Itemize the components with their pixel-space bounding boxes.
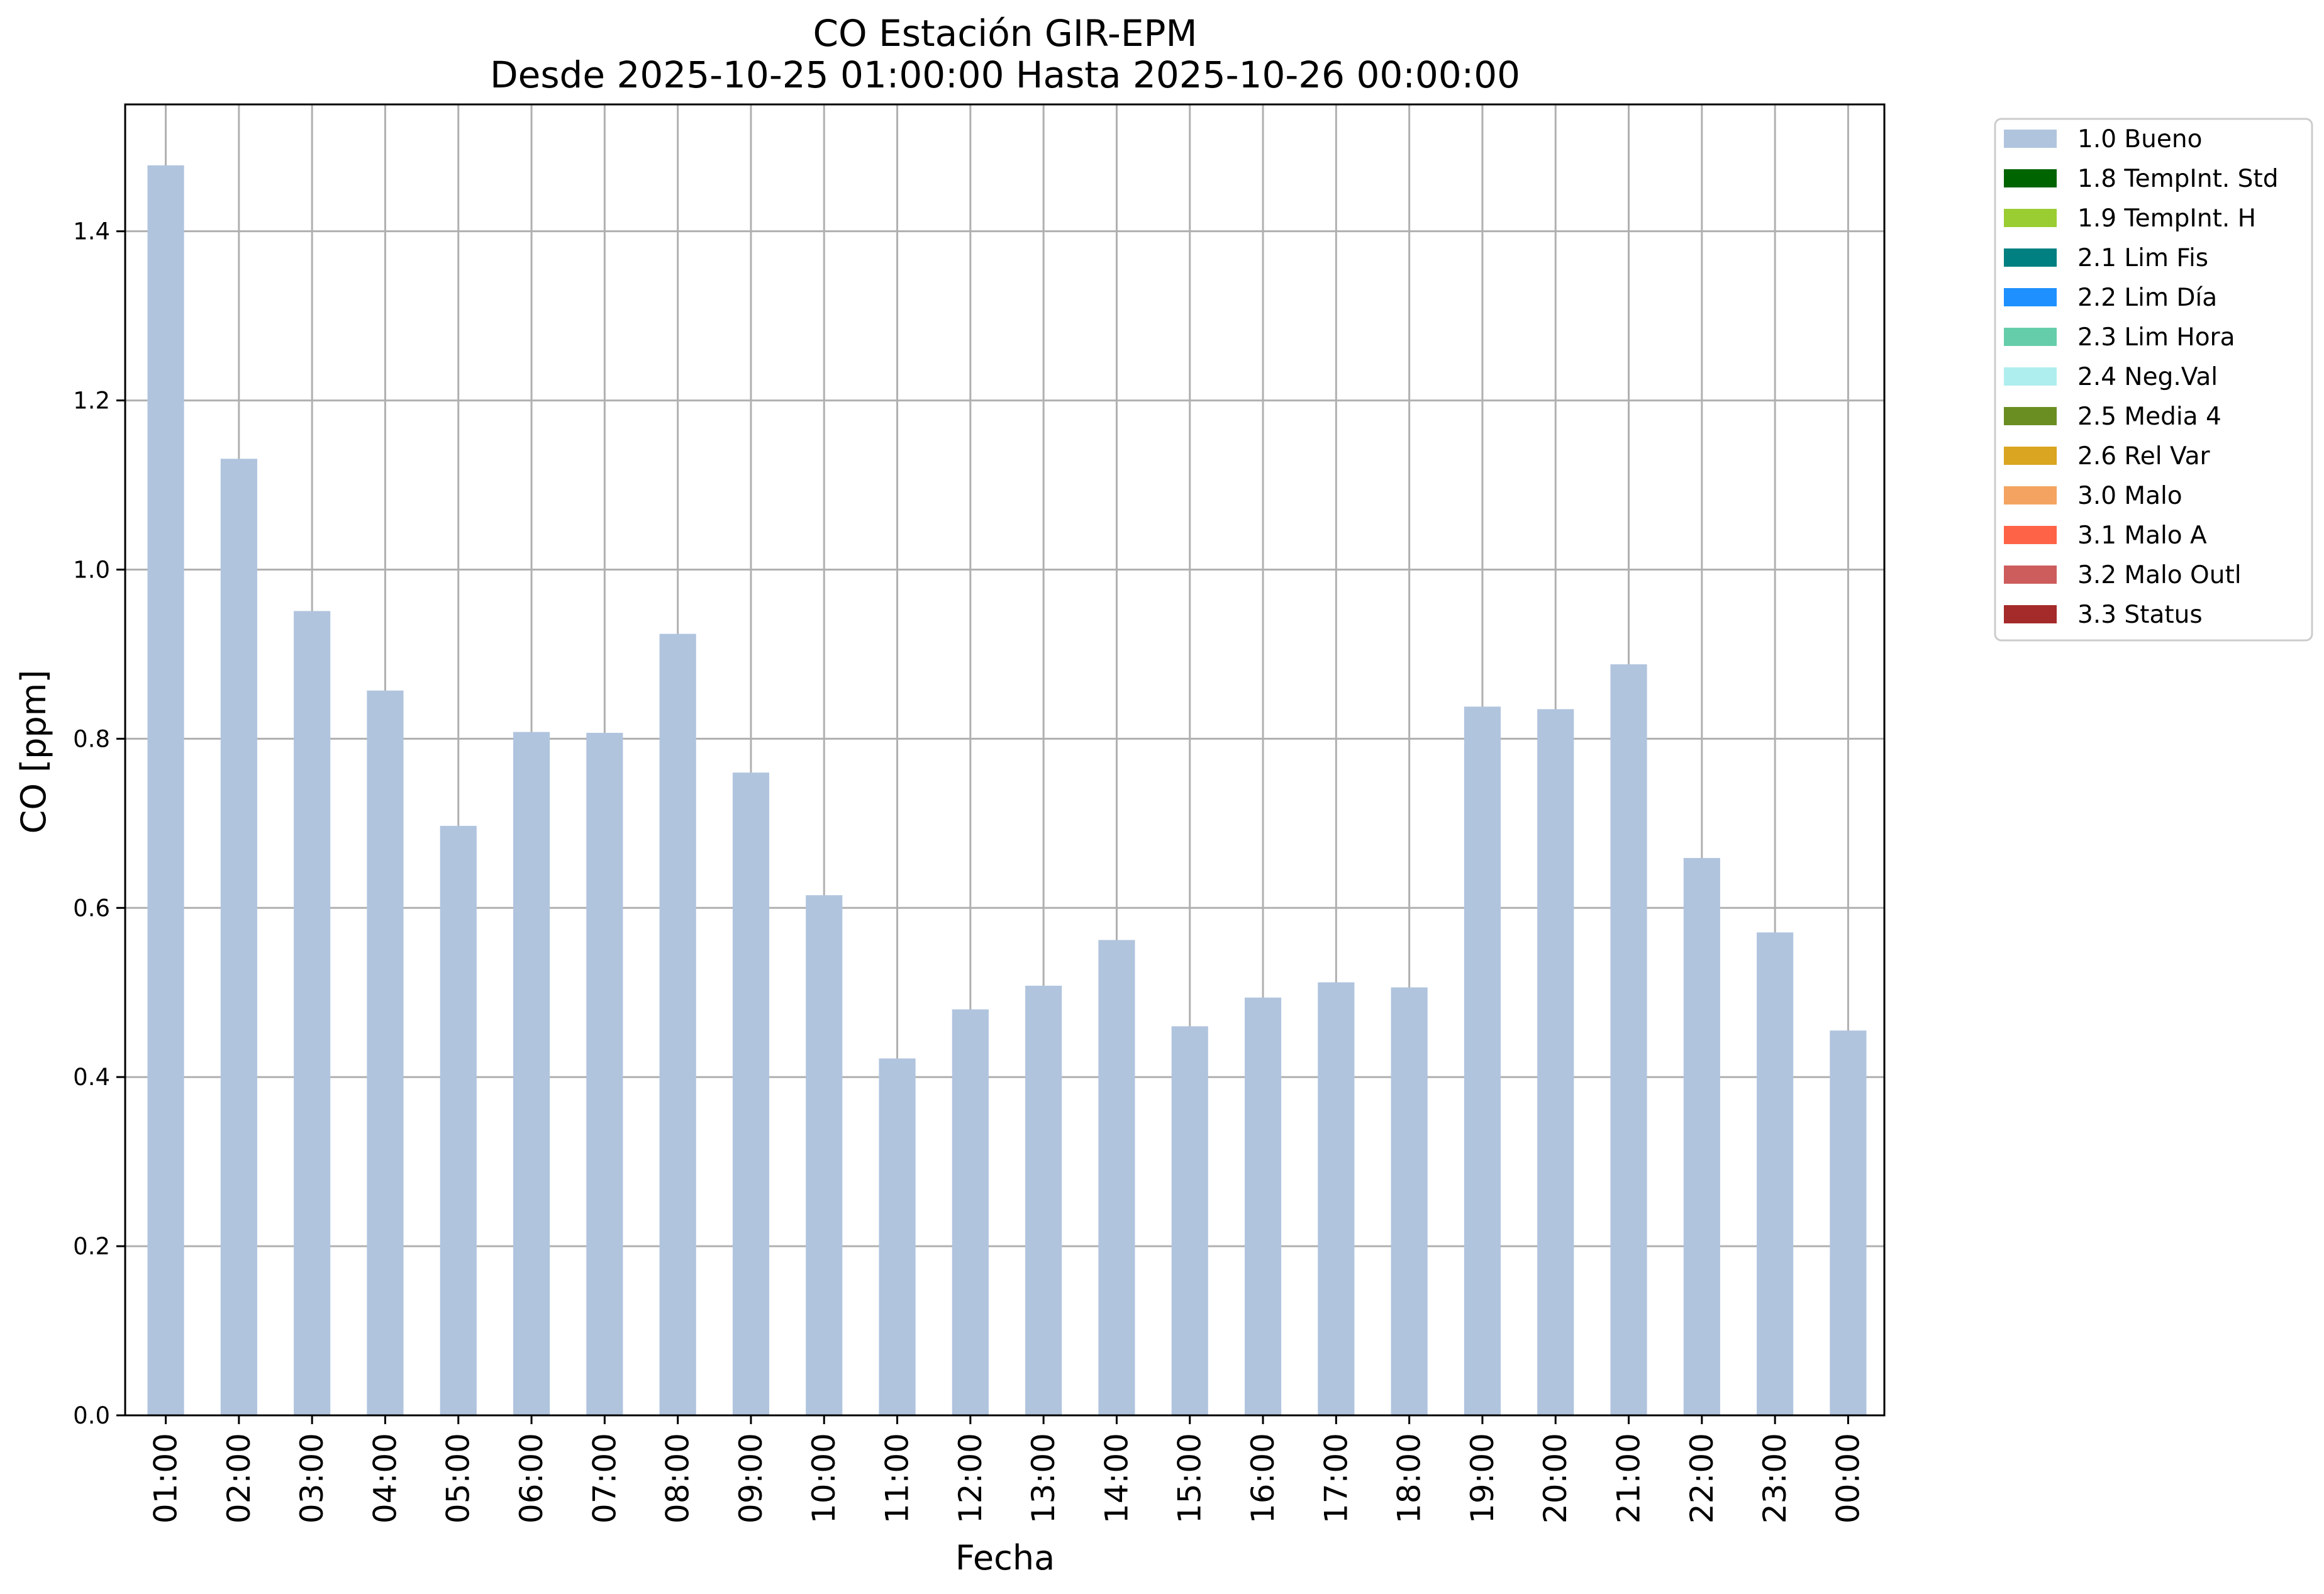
x-tick-label: 11:00	[879, 1433, 916, 1524]
legend-label: 2.5 Media 4	[2077, 403, 2221, 431]
bar	[1098, 940, 1135, 1415]
bar	[294, 611, 331, 1415]
bar	[147, 165, 184, 1415]
bar	[220, 459, 257, 1415]
x-tick-label: 15:00	[1172, 1433, 1208, 1524]
legend-swatch	[2004, 407, 2057, 425]
y-tick-label: 1.2	[73, 387, 110, 415]
legend-swatch	[2004, 328, 2057, 346]
y-tick-label: 0.8	[73, 725, 110, 752]
legend-label: 2.6 Rel Var	[2077, 442, 2211, 471]
legend: 1.0 Bueno 1.8 TempInt. Std 1.9 TempInt. H 2…	[1994, 118, 2313, 642]
bar	[952, 1009, 989, 1415]
legend-label: 3.2 Malo Outl	[2077, 561, 2242, 589]
x-tick-label: 03:00	[294, 1433, 330, 1524]
legend-label: 1.0 Bueno	[2077, 125, 2202, 153]
x-tick-label: 13:00	[1025, 1433, 1062, 1524]
bar	[1391, 987, 1428, 1415]
legend-swatch	[2004, 209, 2057, 227]
bar	[367, 690, 404, 1415]
legend-swatch	[2004, 605, 2057, 623]
y-tick-label: 0.4	[73, 1064, 110, 1091]
bar	[659, 633, 696, 1415]
bar	[1025, 985, 1062, 1415]
legend-swatch	[2004, 526, 2057, 544]
x-tick-label: 21:00	[1611, 1433, 1647, 1524]
bar	[1244, 997, 1282, 1415]
legend-label: 2.1 Lim Fis	[2077, 244, 2208, 272]
bar	[1537, 709, 1574, 1415]
x-tick-label: 19:00	[1464, 1433, 1501, 1524]
legend-label: 3.3 Status	[2077, 601, 2203, 629]
x-tick-label: 07:00	[586, 1433, 623, 1524]
x-tick-label: 20:00	[1537, 1433, 1574, 1524]
x-axis: 01:00 02:00 03:00 04:00 05:00 06:00 07:00 08:00…	[148, 1415, 1866, 1524]
legend-label: 3.1 Malo A	[2077, 521, 2207, 550]
legend-swatch	[2004, 169, 2057, 187]
legend-label: 2.2 Lim Día	[2077, 284, 2217, 312]
bar	[806, 895, 843, 1415]
x-tick-label: 17:00	[1318, 1433, 1354, 1524]
legend-label: 2.4 Neg.Val	[2077, 363, 2218, 391]
legend-swatch	[2004, 447, 2057, 465]
legend-swatch	[2004, 367, 2057, 386]
x-tick-label: 01:00	[148, 1433, 184, 1524]
x-tick-label: 10:00	[806, 1433, 842, 1524]
y-tick-label: 1.4	[73, 218, 110, 245]
y-tick-label: 0.6	[73, 895, 110, 922]
bar	[440, 825, 477, 1415]
x-tick-label: 12:00	[952, 1433, 989, 1524]
x-tick-label: 18:00	[1391, 1433, 1428, 1524]
legend-label: 1.9 TempInt. H	[2077, 204, 2256, 233]
bar	[1683, 857, 1720, 1415]
legend-box	[1994, 118, 2313, 642]
legend-swatch	[2004, 486, 2057, 504]
x-tick-label: 05:00	[440, 1433, 477, 1524]
bar	[513, 732, 550, 1415]
legend-swatch	[2004, 288, 2057, 306]
x-tick-label: 16:00	[1245, 1433, 1281, 1524]
y-tick-label: 1.0	[73, 556, 110, 583]
x-tick-label: 06:00	[513, 1433, 550, 1524]
x-tick-label: 00:00	[1830, 1433, 1866, 1524]
x-tick-label: 08:00	[660, 1433, 696, 1524]
x-tick-label: 02:00	[221, 1433, 257, 1524]
bars	[147, 165, 1867, 1415]
x-axis-label: Fecha	[955, 1538, 1055, 1578]
bar	[1171, 1026, 1208, 1415]
x-tick-label: 22:00	[1684, 1433, 1720, 1524]
legend-swatch	[2004, 566, 2057, 584]
legend-swatch	[2004, 248, 2057, 267]
bar	[1610, 664, 1647, 1415]
bar	[586, 732, 623, 1415]
bar	[732, 772, 770, 1415]
y-tick-label: 0.0	[73, 1402, 110, 1429]
legend-label: 3.0 Malo	[2077, 482, 2182, 510]
chart-title: CO Estación GIR-EPM	[813, 12, 1197, 55]
x-tick-label: 14:00	[1098, 1433, 1135, 1524]
x-tick-label: 23:00	[1757, 1433, 1793, 1524]
legend-swatch	[2004, 130, 2057, 148]
legend-label: 2.3 Lim Hora	[2077, 323, 2235, 352]
bar	[879, 1058, 916, 1415]
bar	[1830, 1030, 1867, 1415]
y-tick-label: 0.2	[73, 1233, 110, 1260]
y-axis-label: CO [ppm]	[14, 670, 53, 834]
y-axis: 0.0 0.2 0.4 0.6 0.8 1.0 1.2 1.4	[73, 218, 125, 1429]
x-tick-label: 09:00	[733, 1433, 769, 1524]
legend-label: 1.8 TempInt. Std	[2077, 165, 2278, 193]
bar	[1318, 982, 1355, 1415]
plot-frame	[124, 103, 1886, 1417]
chart-subtitle: Desde 2025-10-25 01:00:00 Hasta 2025-10-…	[490, 53, 1520, 96]
bar	[1757, 932, 1794, 1415]
bar	[1464, 706, 1501, 1415]
x-tick-label: 04:00	[367, 1433, 403, 1524]
